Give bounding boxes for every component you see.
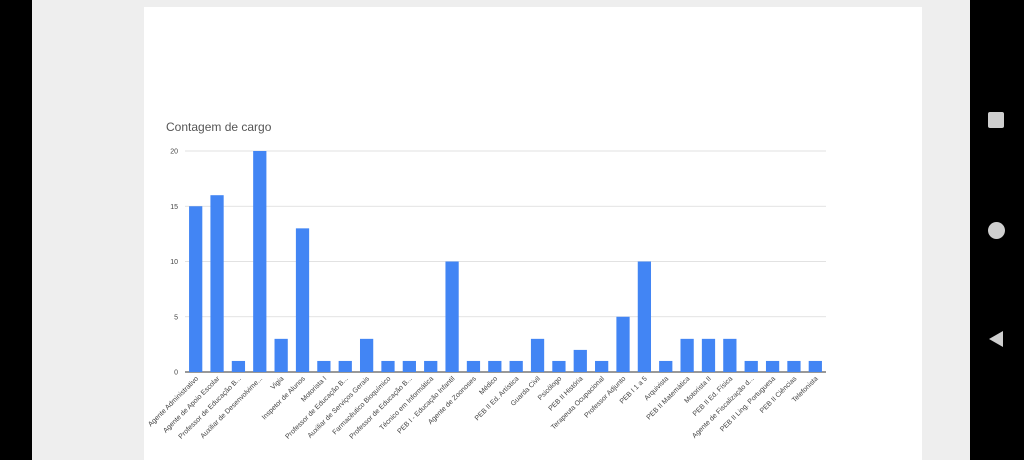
x-tick-label: PEB II Ciências	[759, 375, 799, 415]
bar	[359, 338, 374, 372]
bar	[595, 360, 609, 372]
bar	[445, 261, 459, 372]
recent-apps-icon[interactable]	[988, 112, 1004, 128]
bar	[616, 316, 630, 372]
y-tick-label: 10	[170, 259, 178, 266]
bar	[381, 360, 395, 372]
x-tick-label: PEB II Ed. Física	[692, 375, 734, 417]
bar	[744, 360, 758, 372]
bar	[680, 338, 694, 372]
x-tick-label: Médico	[478, 375, 499, 396]
bar	[509, 360, 523, 372]
bar	[210, 195, 224, 372]
gridlines	[185, 150, 826, 373]
left-black-bar	[0, 0, 32, 460]
bar	[317, 360, 331, 372]
bar	[701, 338, 716, 372]
bar	[765, 360, 780, 372]
bars	[189, 151, 822, 372]
bar	[808, 360, 822, 372]
y-tick-label: 0	[174, 370, 178, 377]
bar	[466, 360, 481, 372]
bar	[530, 338, 545, 372]
y-axis-ticks: 0 5 10 15 20	[170, 149, 178, 377]
android-navigation-bar	[970, 0, 1024, 460]
bar	[488, 360, 502, 372]
bar	[573, 349, 587, 372]
chart-card	[144, 7, 922, 460]
bar	[402, 360, 416, 372]
bar	[253, 151, 267, 372]
x-tick-label: Vigia	[270, 375, 286, 391]
y-tick-label: 5	[174, 314, 178, 321]
back-icon[interactable]	[989, 331, 1003, 347]
bar	[552, 360, 566, 372]
bar	[274, 338, 288, 372]
bar	[231, 360, 246, 372]
bar	[723, 338, 737, 372]
bar	[659, 360, 673, 372]
bar	[338, 360, 352, 372]
y-tick-label: 15	[170, 204, 178, 211]
home-icon[interactable]	[988, 222, 1005, 239]
screen-area	[32, 0, 970, 460]
bar	[637, 261, 652, 372]
bar	[295, 228, 310, 372]
bar	[424, 360, 438, 372]
y-tick-label: 20	[170, 149, 178, 156]
chart-title: Contagem de cargo	[166, 120, 272, 134]
bar	[189, 206, 203, 372]
bar	[787, 360, 801, 372]
